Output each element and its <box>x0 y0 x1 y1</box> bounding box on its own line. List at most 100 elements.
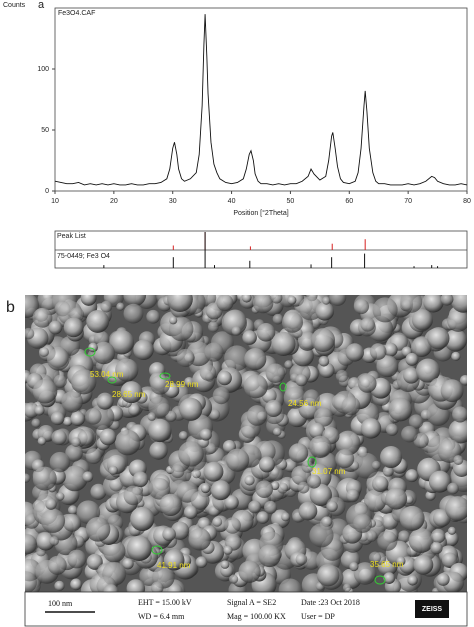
particle <box>363 489 387 512</box>
particle <box>302 551 321 570</box>
particle <box>67 549 87 569</box>
info-bar <box>24 591 468 627</box>
particle <box>25 533 37 555</box>
particle <box>184 376 195 387</box>
particle <box>431 528 446 544</box>
measure-marker <box>279 382 287 392</box>
particle <box>357 374 377 393</box>
particle <box>32 379 58 404</box>
x-tick-label: 10 <box>51 198 59 205</box>
particle <box>400 295 423 313</box>
particle <box>360 317 375 332</box>
particle <box>226 448 250 472</box>
particle <box>77 429 94 446</box>
particle <box>368 551 382 564</box>
y-tick-label: 0 <box>45 188 49 195</box>
info-text: EHT = 15.00 kV <box>138 598 192 607</box>
info-text: Date :23 Oct 2018 <box>301 598 360 607</box>
particle <box>61 391 83 413</box>
plot-frame <box>54 7 468 192</box>
x-tick-label: 60 <box>345 198 353 205</box>
particle <box>447 309 467 332</box>
particle <box>114 429 141 456</box>
particle <box>204 342 224 362</box>
particle <box>54 580 65 592</box>
y-axis-label: Counts <box>3 2 26 9</box>
particle <box>109 477 124 492</box>
particle <box>287 295 297 305</box>
x-tick-label: 40 <box>228 198 236 205</box>
chart-title: Fe3O4.CAF <box>58 10 95 17</box>
particle <box>376 355 399 378</box>
particle <box>440 295 454 306</box>
measure-marker <box>159 372 171 380</box>
particle <box>396 556 406 566</box>
particle <box>405 352 419 366</box>
reference-label: 75-0449; Fe3 O4 <box>57 253 110 260</box>
measurement: 41.91 nm <box>157 561 191 570</box>
y-tick-label: 100 <box>37 66 49 73</box>
particle <box>371 460 381 470</box>
particle <box>150 374 171 395</box>
particle <box>123 295 147 307</box>
particle <box>440 379 464 403</box>
particle <box>61 465 88 492</box>
particle <box>371 475 389 493</box>
particle <box>303 389 320 406</box>
particle <box>231 326 242 336</box>
particle <box>159 493 182 517</box>
particle <box>195 556 208 568</box>
particle <box>326 500 338 512</box>
particle <box>448 419 467 444</box>
particle <box>209 409 221 421</box>
particle <box>244 475 255 486</box>
particle <box>309 435 332 459</box>
particle <box>71 369 97 395</box>
x-axis-label: Position [°2Theta] <box>233 209 288 217</box>
particle <box>103 540 126 563</box>
particle <box>252 295 274 314</box>
particle <box>147 412 157 421</box>
xrd-line <box>54 14 468 186</box>
particle <box>342 583 352 592</box>
particle <box>353 562 377 585</box>
particle <box>441 552 458 569</box>
particle <box>447 482 459 495</box>
particle <box>258 456 275 473</box>
particle <box>452 406 467 423</box>
particle <box>207 321 219 333</box>
particle <box>165 410 177 422</box>
particle <box>278 578 302 592</box>
particle <box>365 530 378 542</box>
particle <box>123 485 144 506</box>
scale-label: 100 nm <box>48 599 73 608</box>
particle <box>62 416 73 427</box>
particle <box>397 530 411 543</box>
particle <box>360 418 382 439</box>
particle <box>84 408 102 425</box>
particle <box>258 544 281 568</box>
particle <box>169 316 178 325</box>
particle <box>256 511 270 524</box>
particle <box>86 310 110 333</box>
particle <box>162 527 176 542</box>
particle <box>37 436 47 446</box>
particle <box>223 545 233 555</box>
particle <box>451 351 461 362</box>
particle <box>80 295 97 306</box>
particle <box>329 295 347 306</box>
particle <box>311 328 336 353</box>
particle <box>383 342 398 357</box>
particle <box>288 443 309 463</box>
particle <box>123 303 144 324</box>
particle <box>167 295 193 312</box>
measure-marker <box>151 545 163 555</box>
particle <box>49 536 59 546</box>
particle <box>25 473 31 483</box>
particle <box>71 437 81 447</box>
particle <box>183 505 198 519</box>
peak-panel <box>54 230 468 269</box>
y-tick-label: 50 <box>41 127 49 134</box>
info-text: Mag = 100.00 KX <box>227 612 286 621</box>
particle <box>242 330 257 345</box>
